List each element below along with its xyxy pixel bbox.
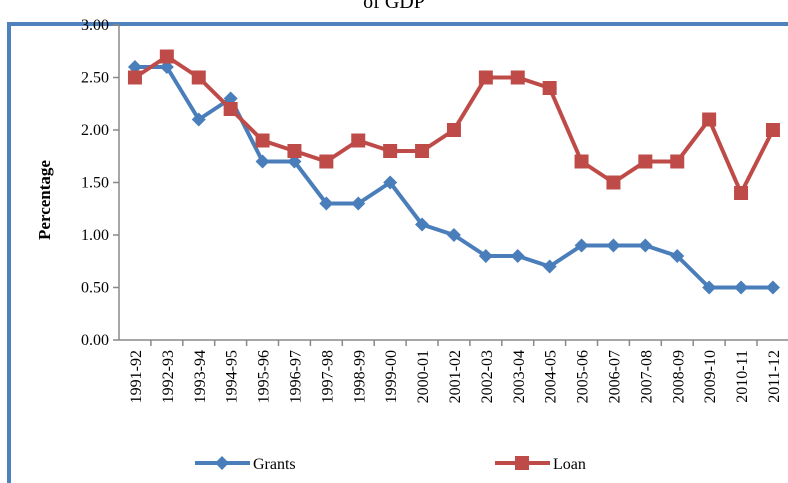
data-point — [415, 217, 430, 232]
data-point — [510, 70, 525, 85]
data-point — [606, 175, 621, 190]
data-point — [319, 196, 334, 211]
data-point — [734, 280, 749, 295]
data-point — [478, 70, 493, 85]
data-point — [478, 249, 493, 263]
x-tick-label: 2011-12 — [766, 350, 783, 403]
x-tick-label: 1997-98 — [319, 350, 336, 403]
y-tick-label: 1.50 — [81, 175, 109, 192]
y-tick-label: 3.00 — [81, 17, 109, 34]
data-point — [383, 144, 398, 158]
data-point — [351, 133, 366, 148]
x-tick-label: 1992-93 — [160, 350, 177, 403]
x-tick-label: 1999-00 — [383, 350, 400, 403]
legend-label: Grants — [253, 456, 296, 473]
y-tick-label: 0.50 — [81, 280, 109, 297]
x-tick-label: 2001-02 — [447, 350, 464, 403]
data-point — [446, 228, 461, 242]
x-tick-label: 2006-07 — [606, 350, 623, 403]
data-point — [351, 196, 366, 211]
data-point — [191, 112, 206, 127]
x-tick-label: 1994-95 — [224, 350, 241, 403]
x-tick-label: 2003-04 — [511, 350, 528, 403]
data-point — [606, 238, 621, 253]
data-point — [223, 102, 238, 116]
data-point — [383, 175, 398, 190]
x-tick-label: 1993-94 — [192, 350, 209, 403]
x-tick-label: 2008-09 — [670, 350, 687, 403]
y-tick-label: 2.50 — [81, 70, 109, 87]
data-point — [702, 280, 717, 295]
data-point — [670, 249, 685, 263]
data-point — [510, 249, 525, 263]
chart-title: of GDP — [363, 0, 425, 13]
y-tick-label: 1.00 — [81, 227, 109, 244]
data-point — [255, 133, 270, 148]
data-point — [287, 144, 302, 158]
x-tick-label: 2009-10 — [702, 350, 719, 403]
chart-frame — [7, 22, 788, 483]
x-tick-label: 2005-06 — [575, 350, 592, 403]
x-tick-label: 2007-08 — [638, 350, 655, 403]
data-point — [542, 259, 557, 274]
data-point — [765, 280, 780, 295]
x-tick-label: 2000-01 — [415, 350, 432, 403]
legend-marker — [515, 456, 529, 470]
legend-label: Loan — [553, 456, 586, 473]
data-point — [638, 154, 653, 169]
data-point — [670, 154, 685, 169]
data-point — [415, 144, 430, 158]
data-point — [542, 81, 557, 95]
y-tick-label: 0.00 — [81, 332, 109, 349]
legend-marker — [215, 456, 229, 470]
x-tick-label: 2002-03 — [479, 350, 496, 403]
x-tick-label: 2010-11 — [734, 350, 751, 403]
data-point — [127, 70, 142, 85]
data-point — [638, 238, 653, 253]
x-tick-label: 2004-05 — [543, 350, 560, 403]
y-axis-label: Percentage — [35, 160, 54, 240]
data-point — [446, 123, 461, 137]
y-tick-label: 2.00 — [81, 122, 109, 139]
data-point — [574, 154, 589, 169]
data-point — [159, 49, 174, 64]
data-point — [574, 238, 589, 253]
data-point — [255, 154, 270, 169]
x-tick-label: 1995-96 — [256, 350, 273, 403]
data-point — [319, 154, 334, 169]
data-point — [191, 70, 206, 85]
x-tick-label: 1991-92 — [128, 350, 145, 403]
x-tick-label: 1996-97 — [287, 350, 304, 403]
data-point — [765, 123, 780, 137]
x-tick-label: 1998-99 — [351, 350, 368, 403]
data-point — [702, 112, 717, 127]
data-point — [734, 186, 749, 200]
